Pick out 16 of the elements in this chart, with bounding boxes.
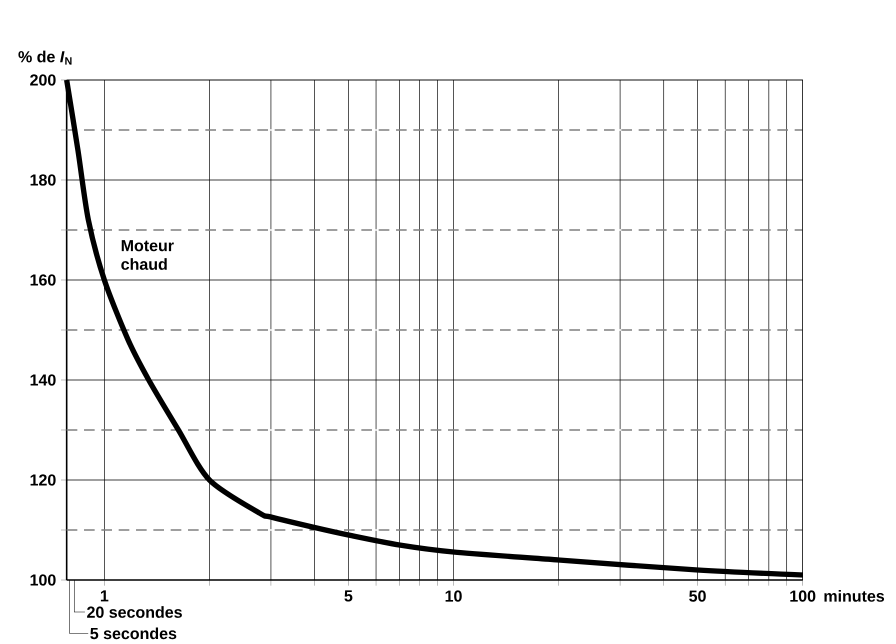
y-tick-label: 180 [30,174,56,186]
y-tick-label: 100 [30,574,56,586]
text: 5 secondes [90,627,176,640]
text: 20 secondes [87,606,182,618]
y-tick-label: 140 [30,374,56,386]
x-axis-title: minutes [824,590,884,602]
annotation: Moteur chaud [121,240,174,270]
x-tick-label: 5 [344,590,352,602]
y-tick-label: 200 [30,74,56,86]
x-tick-label: 1 [100,590,108,602]
x-tick-label: 10 [446,590,462,602]
x-tick-label: 100 [790,590,816,602]
y-tick-label: 120 [30,474,56,486]
y-tick-label: 160 [30,274,56,286]
x-tick-label: 50 [689,590,706,602]
y-axis-title: % de I$_{N}$ [18,50,72,65]
